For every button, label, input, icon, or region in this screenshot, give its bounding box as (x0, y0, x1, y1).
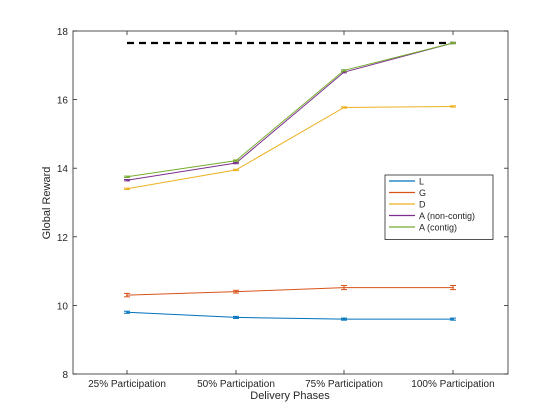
legend-label: G (419, 188, 426, 198)
series-line-1 (126, 287, 453, 296)
plot-frame (72, 30, 509, 375)
data-point (452, 42, 454, 44)
data-point (343, 286, 345, 289)
data-point (126, 294, 128, 296)
data-point (452, 105, 454, 108)
x-axis-label: Delivery Phases (250, 390, 330, 402)
data-point (343, 318, 345, 320)
data-point (235, 159, 237, 162)
y-tick-label: 12 (57, 233, 69, 244)
data-point (343, 71, 345, 73)
data-point (235, 290, 237, 293)
legend-label: A (non-contig) (419, 211, 475, 221)
y-tick-label: 14 (57, 164, 69, 175)
x-axis-ticks: 25% Participation 50% Participation 75% Pa… (88, 31, 495, 390)
data-point (343, 106, 345, 109)
x-tick-label: 75% Participation (305, 379, 383, 390)
series-line-0 (126, 311, 453, 320)
y-tick-label: 8 (62, 370, 68, 381)
x-tick-label: 50% Participation (197, 379, 275, 390)
data-point (235, 316, 237, 319)
plot-area-border (72, 30, 509, 375)
y-tick-label: 16 (57, 96, 69, 107)
series-group (124, 41, 456, 321)
x-tick-label: 25% Participation (88, 379, 166, 390)
y-axis-ticks: 8 10 12 14 16 18 (57, 27, 508, 381)
legend-label: D (419, 200, 426, 210)
data-point (235, 162, 237, 164)
data-point (126, 311, 128, 314)
data-point (126, 187, 128, 190)
series-line-4 (126, 42, 454, 178)
series-line-2 (126, 105, 454, 190)
data-point (343, 69, 345, 72)
x-tick-label: 100% Participation (411, 379, 494, 390)
legend-label: A (contig) (419, 223, 457, 233)
y-tick-label: 18 (57, 27, 69, 38)
legend-box (384, 174, 494, 240)
y-axis-label: Global Reward (41, 167, 53, 240)
legend-label: L (419, 177, 424, 187)
series-line-3 (126, 42, 454, 181)
y-tick-label: 10 (57, 301, 69, 312)
data-point (126, 175, 128, 178)
data-point (235, 169, 237, 171)
data-point (452, 318, 454, 320)
data-point (452, 286, 454, 289)
data-point (126, 179, 128, 182)
